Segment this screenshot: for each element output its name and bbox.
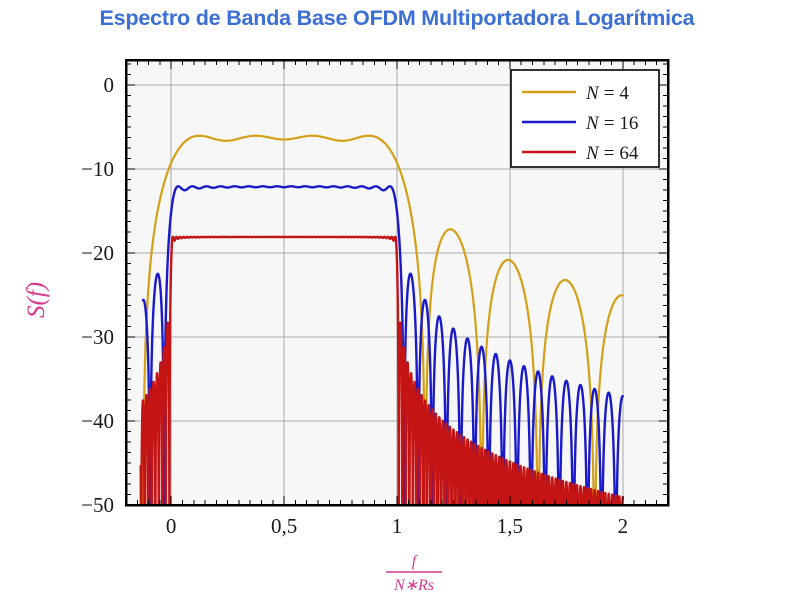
x-tick-label: 0 — [166, 514, 177, 538]
y-tick-label: −50 — [81, 493, 114, 517]
y-label-S: S — [23, 305, 50, 318]
x-tick-label: 1,5 — [497, 514, 523, 538]
x-axis-label: f N∗Rs — [386, 553, 442, 594]
y-tick-label: −20 — [81, 241, 114, 265]
y-axis-label: S(f) — [23, 282, 50, 318]
plot-frame — [124, 58, 670, 507]
svg-text:S(f): S(f) — [23, 282, 50, 318]
y-label-f: f — [23, 287, 50, 297]
series-line-4 — [142, 134, 624, 505]
x-label-numerator: f — [412, 553, 419, 570]
legend-label-1: N = 16 — [585, 113, 638, 134]
series-line-16 — [141, 185, 625, 505]
x-tick-label: 0,5 — [271, 514, 297, 538]
y-tick-label: −10 — [81, 157, 114, 181]
legend: N = 4 N = 16 N = 64 — [510, 69, 660, 168]
x-tick-label: 2 — [618, 514, 629, 538]
y-tick-label: −30 — [81, 325, 114, 349]
y-label-paren-close: ) — [23, 282, 50, 292]
legend-label-2: N = 64 — [585, 143, 639, 164]
y-label-paren-open: ( — [23, 296, 50, 306]
series-line-64 — [139, 235, 625, 505]
y-tick-label: 0 — [104, 73, 115, 97]
x-tick-label: 1 — [392, 514, 403, 538]
legend-label-0: N = 4 — [585, 83, 629, 104]
x-label-denominator: N∗Rs — [393, 577, 434, 594]
axis-tick-labels: 0 0,5 1 1,5 2 0 −10 −20 −30 −40 −50 — [81, 73, 628, 538]
page-title: Espectro de Banda Base OFDM Multiportado… — [99, 6, 695, 30]
y-tick-label: −40 — [81, 409, 114, 433]
data-series-group — [139, 134, 625, 505]
